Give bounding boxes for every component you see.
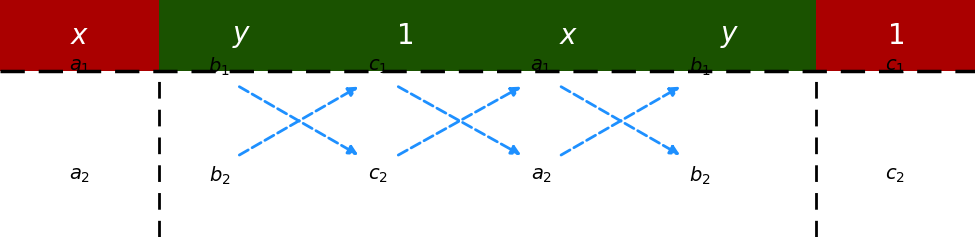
Text: $a_2$: $a_2$ (69, 166, 91, 185)
Text: $a_1$: $a_1$ (69, 57, 91, 76)
Text: $a_1$: $a_1$ (530, 57, 552, 76)
Text: $c_2$: $c_2$ (369, 166, 388, 185)
Text: $y$: $y$ (232, 22, 252, 50)
Bar (816, 0, 975, 71)
Text: $b_1$: $b_1$ (689, 55, 711, 77)
Bar (0, 0, 159, 71)
Text: $1$: $1$ (396, 22, 413, 50)
Bar (159, 0, 816, 71)
Text: $b_2$: $b_2$ (689, 164, 711, 187)
Text: $c_2$: $c_2$ (885, 166, 905, 185)
Text: $c_1$: $c_1$ (885, 57, 905, 76)
Text: $1$: $1$ (886, 22, 904, 50)
Text: $y$: $y$ (720, 22, 739, 50)
Text: $x$: $x$ (559, 22, 578, 50)
Text: $x$: $x$ (70, 22, 90, 50)
Text: $b_2$: $b_2$ (209, 164, 230, 187)
Text: $b_1$: $b_1$ (209, 55, 230, 77)
Text: $a_2$: $a_2$ (530, 166, 552, 185)
Text: $c_1$: $c_1$ (369, 57, 388, 76)
